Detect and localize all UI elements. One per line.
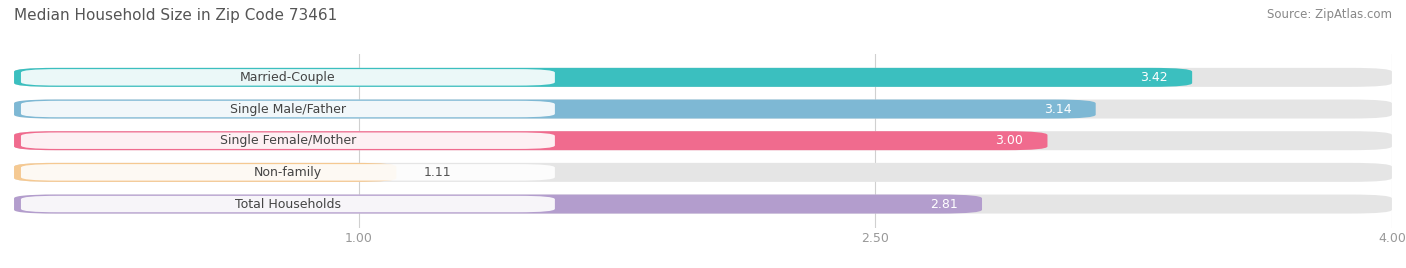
Text: Median Household Size in Zip Code 73461: Median Household Size in Zip Code 73461	[14, 8, 337, 23]
FancyBboxPatch shape	[21, 164, 555, 181]
Text: Non-family: Non-family	[254, 166, 322, 179]
Text: Source: ZipAtlas.com: Source: ZipAtlas.com	[1267, 8, 1392, 21]
FancyBboxPatch shape	[14, 131, 1392, 150]
FancyBboxPatch shape	[14, 99, 1095, 118]
Text: Single Female/Mother: Single Female/Mother	[219, 134, 356, 147]
FancyBboxPatch shape	[14, 68, 1192, 87]
Text: Total Households: Total Households	[235, 198, 340, 211]
FancyBboxPatch shape	[14, 195, 1392, 214]
Text: Single Male/Father: Single Male/Father	[231, 103, 346, 116]
FancyBboxPatch shape	[14, 195, 981, 214]
Text: 1.11: 1.11	[425, 166, 451, 179]
FancyBboxPatch shape	[21, 101, 555, 117]
Text: 3.00: 3.00	[995, 134, 1024, 147]
FancyBboxPatch shape	[21, 196, 555, 212]
FancyBboxPatch shape	[21, 69, 555, 85]
FancyBboxPatch shape	[14, 99, 1392, 118]
FancyBboxPatch shape	[14, 68, 1392, 87]
Text: 3.14: 3.14	[1045, 103, 1071, 116]
FancyBboxPatch shape	[14, 163, 1392, 182]
Text: Married-Couple: Married-Couple	[240, 71, 336, 84]
Text: 3.42: 3.42	[1140, 71, 1168, 84]
FancyBboxPatch shape	[14, 131, 1047, 150]
FancyBboxPatch shape	[21, 132, 555, 149]
FancyBboxPatch shape	[14, 163, 396, 182]
Text: 2.81: 2.81	[931, 198, 957, 211]
